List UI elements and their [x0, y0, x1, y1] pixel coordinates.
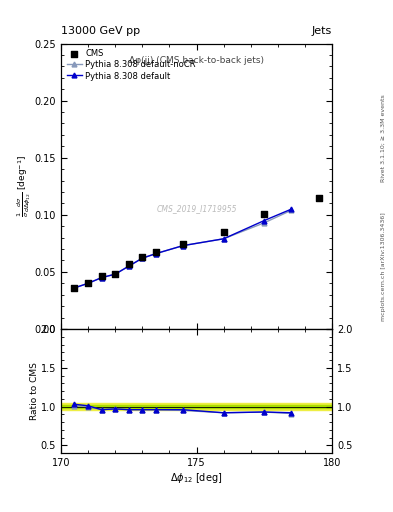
CMS	[220, 228, 227, 236]
Pythia 8.308 default	[113, 271, 118, 278]
Pythia 8.308 default-noCR	[72, 285, 77, 291]
Text: Jets: Jets	[312, 26, 332, 36]
Pythia 8.308 default	[262, 218, 267, 224]
CMS	[315, 194, 321, 202]
Text: Rivet 3.1.10; ≥ 3.3M events: Rivet 3.1.10; ≥ 3.3M events	[381, 94, 386, 182]
Pythia 8.308 default	[99, 274, 104, 281]
CMS	[99, 272, 105, 281]
Legend: CMS, Pythia 8.308 default-noCR, Pythia 8.308 default: CMS, Pythia 8.308 default-noCR, Pythia 8…	[65, 48, 197, 82]
Pythia 8.308 default-noCR	[113, 271, 118, 278]
Text: 13000 GeV pp: 13000 GeV pp	[61, 26, 140, 36]
Pythia 8.308 default-noCR	[180, 243, 185, 249]
Text: CMS_2019_I1719955: CMS_2019_I1719955	[156, 205, 237, 214]
Pythia 8.308 default	[289, 206, 294, 212]
Y-axis label: Ratio to CMS: Ratio to CMS	[30, 362, 39, 420]
Text: mcplots.cern.ch [arXiv:1306.3436]: mcplots.cern.ch [arXiv:1306.3436]	[381, 212, 386, 321]
Pythia 8.308 default-noCR	[99, 274, 104, 281]
Y-axis label: $\frac{1}{\sigma}\frac{d\sigma}{d\Delta\phi_{12}}$ [deg$^{-1}$]: $\frac{1}{\sigma}\frac{d\sigma}{d\Delta\…	[16, 155, 33, 218]
CMS	[261, 209, 268, 218]
CMS	[85, 279, 91, 287]
Pythia 8.308 default	[86, 280, 90, 286]
Bar	[61, 405, 332, 408]
Line: Pythia 8.308 default-noCR: Pythia 8.308 default-noCR	[72, 208, 294, 290]
Pythia 8.308 default	[140, 255, 145, 261]
Pythia 8.308 default-noCR	[153, 250, 158, 257]
CMS	[139, 253, 145, 261]
Pythia 8.308 default-noCR	[86, 280, 90, 286]
Bar	[61, 403, 332, 411]
Pythia 8.308 default	[180, 243, 185, 249]
Pythia 8.308 default-noCR	[289, 207, 294, 214]
Text: Δφ(jj) (CMS back-to-back jets): Δφ(jj) (CMS back-to-back jets)	[129, 56, 264, 66]
X-axis label: $\Delta\phi_{12}$ [deg]: $\Delta\phi_{12}$ [deg]	[170, 471, 223, 485]
Line: Pythia 8.308 default: Pythia 8.308 default	[72, 207, 294, 290]
CMS	[180, 241, 186, 249]
Pythia 8.308 default-noCR	[221, 236, 226, 242]
Pythia 8.308 default-noCR	[127, 263, 131, 269]
CMS	[152, 248, 159, 257]
Pythia 8.308 default	[221, 236, 226, 242]
Pythia 8.308 default-noCR	[262, 220, 267, 226]
CMS	[72, 284, 78, 292]
Pythia 8.308 default	[153, 250, 158, 257]
CMS	[112, 270, 118, 279]
Pythia 8.308 default-noCR	[140, 255, 145, 261]
CMS	[126, 260, 132, 268]
Pythia 8.308 default	[127, 263, 131, 269]
Pythia 8.308 default	[72, 285, 77, 291]
